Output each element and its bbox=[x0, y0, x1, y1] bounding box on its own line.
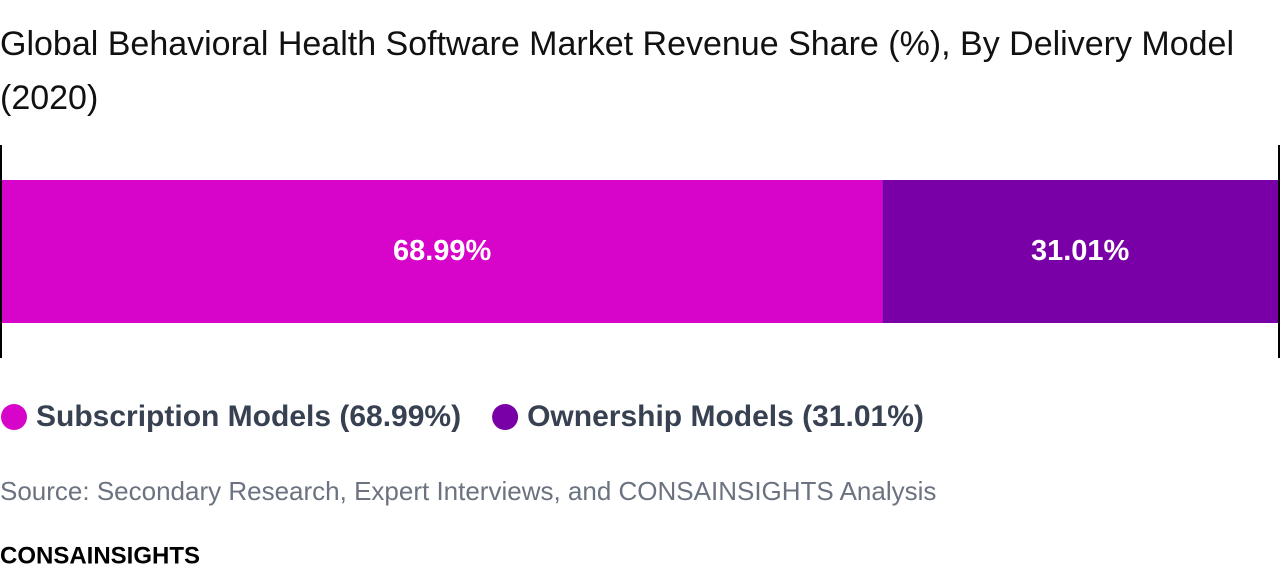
bar-segment bbox=[2, 180, 883, 323]
chart-title: Global Behavioral Health Software Market… bbox=[0, 25, 1234, 117]
bar-segment bbox=[882, 180, 1278, 323]
brand: CONSAINSIGHTS bbox=[0, 542, 200, 566]
data-label: 31.01% bbox=[1031, 235, 1130, 267]
data-label: 68.99% bbox=[393, 235, 492, 267]
legend-label: Ownership Models (31.01%) bbox=[527, 400, 924, 433]
source: Source: Secondary Research, Expert Inter… bbox=[0, 476, 936, 506]
legend-marker bbox=[492, 404, 519, 430]
legend-label: Subscription Models (68.99%) bbox=[36, 400, 461, 433]
legend-marker bbox=[1, 404, 27, 430]
